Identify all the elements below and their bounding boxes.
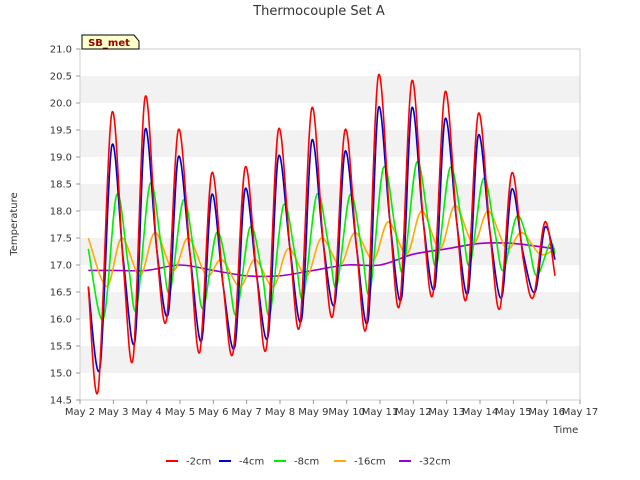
y-tick-label: 15.0 [50,369,72,380]
series-line-neg8cm [87,160,556,321]
x-tick-label: May 10 [328,407,365,418]
y-tick-label: 17.5 [50,234,72,245]
x-axis: May 2 May 3 May 4 May 5 May 6 May 7 May 8 May 9… [65,400,598,418]
series-line-neg2cm [87,73,556,395]
y-tick-label: 19.5 [50,126,72,137]
x-tick-label: May 5 [165,407,195,418]
legend: -2cm -4cm -8cm -16cm -32cm [166,457,451,468]
x-tick-label: May 9 [298,407,328,418]
plot-frame [79,48,581,401]
y-tick-label: 18.5 [50,180,72,191]
grid-band [80,184,580,211]
legend-label: -8cm [294,457,319,468]
x-tick-label: May 6 [198,407,228,418]
grid-band [80,130,580,157]
y-tick-label: 20.0 [50,99,72,110]
x-axis-label: Time [553,425,578,436]
y-tick-label: 18.0 [50,207,72,218]
series-line-neg16cm [87,204,556,288]
legend-label: -16cm [354,457,386,468]
y-tick-label: 21.0 [50,45,72,56]
grid-band [80,49,580,76]
x-tick-label: May 3 [98,407,128,418]
y-axis: 14.5 15.0 15.5 16.0 16.5 17.0 17.5 18.0 18.5 19.0… [50,45,80,407]
series-lines [87,73,556,395]
x-tick-label: May 2 [65,407,95,418]
y-tick-label: 16.0 [50,315,72,326]
x-tick-label: May 12 [395,407,432,418]
station-badge-label: SB_met [88,38,130,49]
x-tick-label: May 16 [528,407,565,418]
y-tick-label: 16.5 [50,288,72,299]
y-tick-label: 15.5 [50,342,72,353]
grid-band [80,346,580,373]
x-tick-label: May 13 [428,407,465,418]
y-tick-label: 17.0 [50,261,72,272]
y-tick-label: 14.5 [50,396,72,407]
x-tick-label: May 15 [495,407,532,418]
chart-title: Thermocouple Set A [252,4,385,19]
grid-band [80,157,580,184]
x-tick-label: May 7 [232,407,262,418]
y-tick-label: 19.0 [50,153,72,164]
x-tick-label: May 11 [362,407,399,418]
grid-band [80,373,580,400]
x-tick-label: May 14 [462,407,499,418]
grid-band [80,319,580,346]
grid-band [80,76,580,103]
legend-label: -4cm [239,457,264,468]
x-tick-label: May 17 [562,407,599,418]
x-tick-label: May 8 [265,407,295,418]
y-axis-label: Temperature [9,192,20,256]
station-badge-box [81,34,140,50]
legend-label: -32cm [419,457,451,468]
grid-band [80,103,580,130]
y-tick-label: 20.5 [50,72,72,83]
x-tick-label: May 4 [132,407,162,418]
legend-label: -2cm [186,457,211,468]
station-badge: SB_met [81,34,140,50]
